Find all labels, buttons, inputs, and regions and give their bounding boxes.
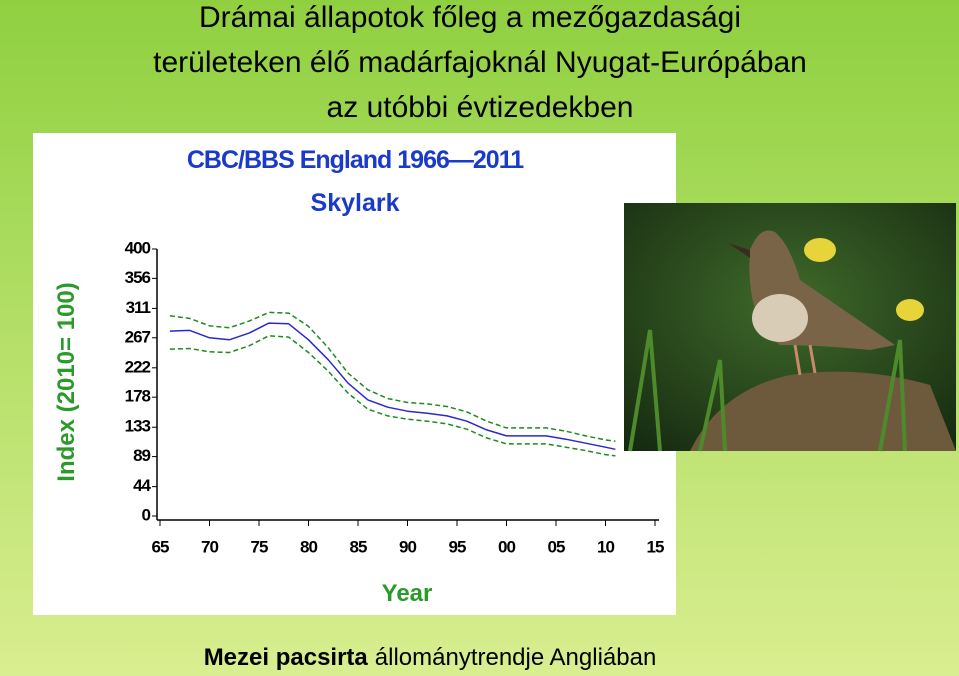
y-tick-label: 133: [125, 417, 151, 436]
x-tick-label: 65: [152, 537, 169, 556]
chart-panel: [33, 133, 676, 615]
flower: [804, 238, 836, 262]
x-tick-label: 00: [498, 537, 515, 556]
x-tick-label: 95: [449, 537, 466, 556]
x-axis-label: Year: [382, 580, 433, 607]
y-tick-label: 311: [126, 298, 151, 317]
chart-title: CBC/BBS England 1966—2011: [187, 146, 524, 174]
x-tick-label: 70: [201, 537, 218, 556]
title-line: területeken élő madárfajoknál Nyugat-Eur…: [153, 46, 807, 79]
x-tick-label: 10: [597, 537, 614, 556]
caption-rest: állománytrendje Angliában: [375, 644, 657, 671]
chart-subtitle: Skylark: [311, 189, 400, 217]
y-tick-label: 0: [142, 505, 151, 524]
y-tick-label: 44: [133, 476, 151, 495]
x-tick-label: 80: [300, 537, 317, 556]
confidence-line: [169, 311, 616, 442]
x-tick-label: 05: [548, 537, 565, 556]
caption-bold: Mezei pacsirta: [204, 644, 369, 671]
bird-beak: [728, 243, 750, 258]
bird-legs: [793, 344, 817, 376]
y-tick-label: 356: [125, 268, 151, 287]
x-tick-label: 75: [251, 537, 268, 556]
caption: Mezei pacsirta állománytrendje Angliában: [204, 644, 657, 671]
y-axis-label: Index (2010= 100): [53, 282, 80, 481]
y-tick-label: 89: [133, 446, 150, 465]
y-tick-label: 267: [125, 327, 151, 346]
flower: [896, 299, 924, 321]
bird-breast: [752, 294, 808, 342]
y-tick-label: 178: [125, 387, 151, 406]
x-tick-label: 90: [399, 537, 416, 556]
slide-title: Drámai állapotok főleg a mezőgazdasági t…: [153, 1, 807, 124]
y-tick-label: 222: [125, 357, 151, 376]
x-tick-label: 15: [647, 537, 664, 556]
index-line: [169, 322, 616, 451]
confidence-line: [169, 335, 616, 457]
grass: [628, 329, 907, 452]
y-tick-label: 400: [125, 238, 151, 257]
title-line: Drámai állapotok főleg a mezőgazdasági: [199, 1, 741, 34]
title-line: az utóbbi évtizedekben: [327, 91, 634, 124]
photo: [624, 203, 956, 452]
x-tick-label: 85: [350, 537, 367, 556]
